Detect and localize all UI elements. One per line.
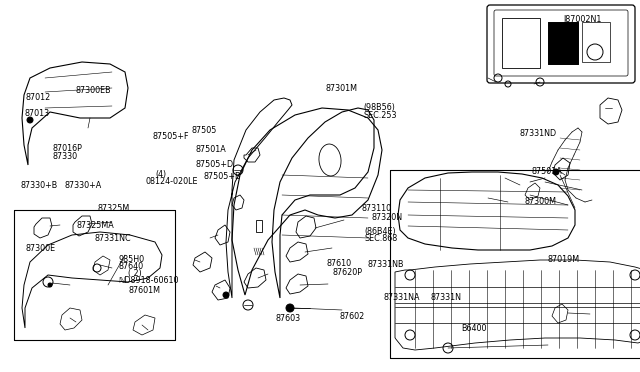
Text: SEC.868: SEC.868	[365, 234, 398, 243]
Text: SEC.253: SEC.253	[364, 111, 397, 120]
Text: 87640: 87640	[118, 262, 143, 271]
Text: ℕD8918-60610: ℕD8918-60610	[118, 276, 179, 285]
Circle shape	[48, 283, 52, 287]
Circle shape	[286, 304, 294, 312]
Text: 87601M: 87601M	[128, 286, 160, 295]
Text: 87325M: 87325M	[97, 204, 129, 213]
Text: (86B4E): (86B4E)	[365, 227, 396, 236]
Text: ( 2): ( 2)	[128, 269, 141, 278]
Text: 87300EB: 87300EB	[76, 86, 111, 95]
Text: 87505+B: 87505+B	[204, 172, 241, 181]
Text: 08124-020LE: 08124-020LE	[146, 177, 198, 186]
Text: 87331ND: 87331ND	[520, 129, 557, 138]
Text: 87331NB: 87331NB	[368, 260, 404, 269]
Text: 87331NC: 87331NC	[95, 234, 131, 243]
Text: B6400: B6400	[461, 324, 486, 333]
Circle shape	[223, 292, 229, 298]
Text: 87300M: 87300M	[525, 197, 557, 206]
Text: 87019M: 87019M	[547, 255, 579, 264]
Text: 87331NA: 87331NA	[384, 293, 420, 302]
Text: 87320N: 87320N	[371, 213, 403, 222]
Bar	[548, 22, 578, 64]
Bar	[548, 22, 578, 64]
Text: 87602: 87602	[339, 312, 364, 321]
Text: 87505+F: 87505+F	[152, 132, 189, 141]
Text: 87501A: 87501A	[531, 167, 562, 176]
Bar	[502, 18, 540, 68]
Text: 87501A: 87501A	[195, 145, 226, 154]
Text: 87325MA: 87325MA	[77, 221, 115, 230]
Circle shape	[27, 117, 33, 123]
Text: 87620P: 87620P	[333, 268, 363, 277]
Text: (98B56): (98B56)	[364, 103, 396, 112]
Text: 87505: 87505	[192, 126, 218, 135]
Text: (4): (4)	[155, 170, 166, 179]
Bar	[582, 22, 610, 62]
Text: 87016P: 87016P	[52, 144, 83, 153]
Text: 87330+A: 87330+A	[64, 181, 101, 190]
Text: 87505+D: 87505+D	[195, 160, 234, 169]
Text: 87013: 87013	[24, 109, 49, 118]
Text: 87331N: 87331N	[430, 293, 461, 302]
Text: 87012: 87012	[26, 93, 51, 102]
Text: 87330+B: 87330+B	[20, 181, 58, 190]
Text: 985H0: 985H0	[118, 255, 145, 264]
Text: 87610: 87610	[326, 259, 351, 267]
Text: 87330: 87330	[52, 152, 77, 161]
Circle shape	[553, 169, 559, 175]
Text: 873110: 873110	[362, 204, 392, 213]
Text: J87002N1: J87002N1	[563, 15, 602, 24]
Text: 87301M: 87301M	[325, 84, 357, 93]
Text: 87300E: 87300E	[26, 244, 56, 253]
Text: 87603: 87603	[275, 314, 300, 323]
